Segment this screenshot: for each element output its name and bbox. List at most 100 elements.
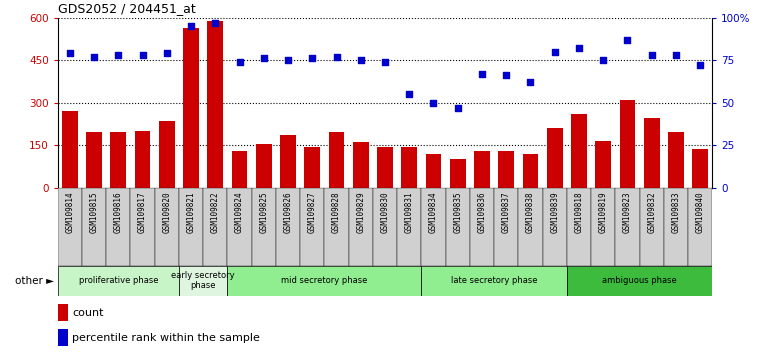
Text: other ►: other ►: [15, 275, 54, 286]
Point: [548, 49, 561, 55]
Bar: [401, 147, 417, 188]
Bar: [470, 188, 494, 266]
Text: GSM109824: GSM109824: [235, 192, 244, 233]
Point: [476, 71, 488, 76]
Bar: [620, 100, 635, 188]
Bar: [58, 188, 82, 266]
Bar: [494, 188, 518, 266]
Text: percentile rank within the sample: percentile rank within the sample: [72, 333, 260, 343]
Bar: [280, 135, 296, 188]
Bar: [450, 159, 466, 188]
Bar: [110, 132, 126, 188]
Text: GSM109821: GSM109821: [186, 192, 196, 233]
Bar: [353, 142, 369, 188]
Bar: [227, 266, 421, 296]
Point: [330, 54, 343, 59]
Text: mid secretory phase: mid secretory phase: [281, 276, 367, 285]
Bar: [179, 188, 203, 266]
Text: early secretory
phase: early secretory phase: [172, 271, 235, 290]
Bar: [252, 188, 276, 266]
Bar: [203, 188, 227, 266]
Text: GDS2052 / 204451_at: GDS2052 / 204451_at: [58, 2, 196, 15]
Bar: [106, 188, 130, 266]
Bar: [62, 111, 78, 188]
Bar: [397, 188, 421, 266]
Bar: [591, 188, 615, 266]
Point: [451, 105, 464, 110]
Bar: [86, 132, 102, 188]
Text: GSM109822: GSM109822: [211, 192, 219, 233]
Point: [573, 45, 585, 51]
Text: GSM109819: GSM109819: [598, 192, 608, 233]
Text: ambiguous phase: ambiguous phase: [602, 276, 677, 285]
Point: [136, 52, 149, 58]
Point: [694, 62, 706, 68]
Point: [185, 23, 197, 29]
Text: GSM109820: GSM109820: [162, 192, 172, 233]
Bar: [183, 28, 199, 188]
Bar: [227, 188, 252, 266]
Bar: [571, 114, 587, 188]
Bar: [421, 188, 446, 266]
Text: GSM109828: GSM109828: [332, 192, 341, 233]
Bar: [595, 141, 611, 188]
Text: GSM109833: GSM109833: [671, 192, 681, 233]
Bar: [159, 121, 175, 188]
Text: GSM109816: GSM109816: [114, 192, 123, 233]
Point: [403, 91, 415, 97]
Text: GSM109825: GSM109825: [259, 192, 268, 233]
Text: GSM109823: GSM109823: [623, 192, 632, 233]
Bar: [474, 151, 490, 188]
Text: GSM109835: GSM109835: [454, 192, 462, 233]
Text: proliferative phase: proliferative phase: [79, 276, 158, 285]
Text: GSM109815: GSM109815: [89, 192, 99, 233]
Text: GSM109839: GSM109839: [551, 192, 559, 233]
Text: GSM109840: GSM109840: [695, 192, 705, 233]
Text: count: count: [72, 308, 104, 318]
Point: [500, 73, 512, 78]
Text: GSM109836: GSM109836: [477, 192, 487, 233]
Text: GSM109832: GSM109832: [647, 192, 656, 233]
Text: GSM109817: GSM109817: [138, 192, 147, 233]
Bar: [567, 266, 712, 296]
Bar: [567, 188, 591, 266]
Bar: [373, 188, 397, 266]
Bar: [426, 154, 441, 188]
Bar: [518, 188, 543, 266]
Point: [258, 56, 270, 61]
Point: [645, 52, 658, 58]
Bar: [59, 329, 68, 346]
Bar: [523, 154, 538, 188]
Text: GSM109838: GSM109838: [526, 192, 535, 233]
Point: [64, 51, 76, 56]
Point: [597, 57, 609, 63]
Point: [161, 51, 173, 56]
Text: GSM109818: GSM109818: [574, 192, 584, 233]
Bar: [615, 188, 640, 266]
Bar: [276, 188, 300, 266]
Point: [88, 54, 100, 59]
Point: [670, 52, 682, 58]
Bar: [256, 144, 272, 188]
Bar: [498, 151, 514, 188]
Bar: [155, 188, 179, 266]
Text: GSM109831: GSM109831: [405, 192, 413, 233]
Text: GSM109814: GSM109814: [65, 192, 75, 233]
Bar: [640, 188, 664, 266]
Bar: [664, 188, 688, 266]
Bar: [446, 188, 470, 266]
Bar: [304, 147, 320, 188]
Bar: [82, 188, 106, 266]
Bar: [668, 132, 684, 188]
Bar: [179, 266, 227, 296]
Bar: [130, 188, 155, 266]
Text: GSM109834: GSM109834: [429, 192, 438, 233]
Text: GSM109826: GSM109826: [283, 192, 293, 233]
Bar: [349, 188, 373, 266]
Point: [355, 57, 367, 63]
Bar: [692, 149, 708, 188]
Bar: [135, 131, 150, 188]
Bar: [59, 304, 68, 321]
Bar: [232, 151, 247, 188]
Bar: [421, 266, 567, 296]
